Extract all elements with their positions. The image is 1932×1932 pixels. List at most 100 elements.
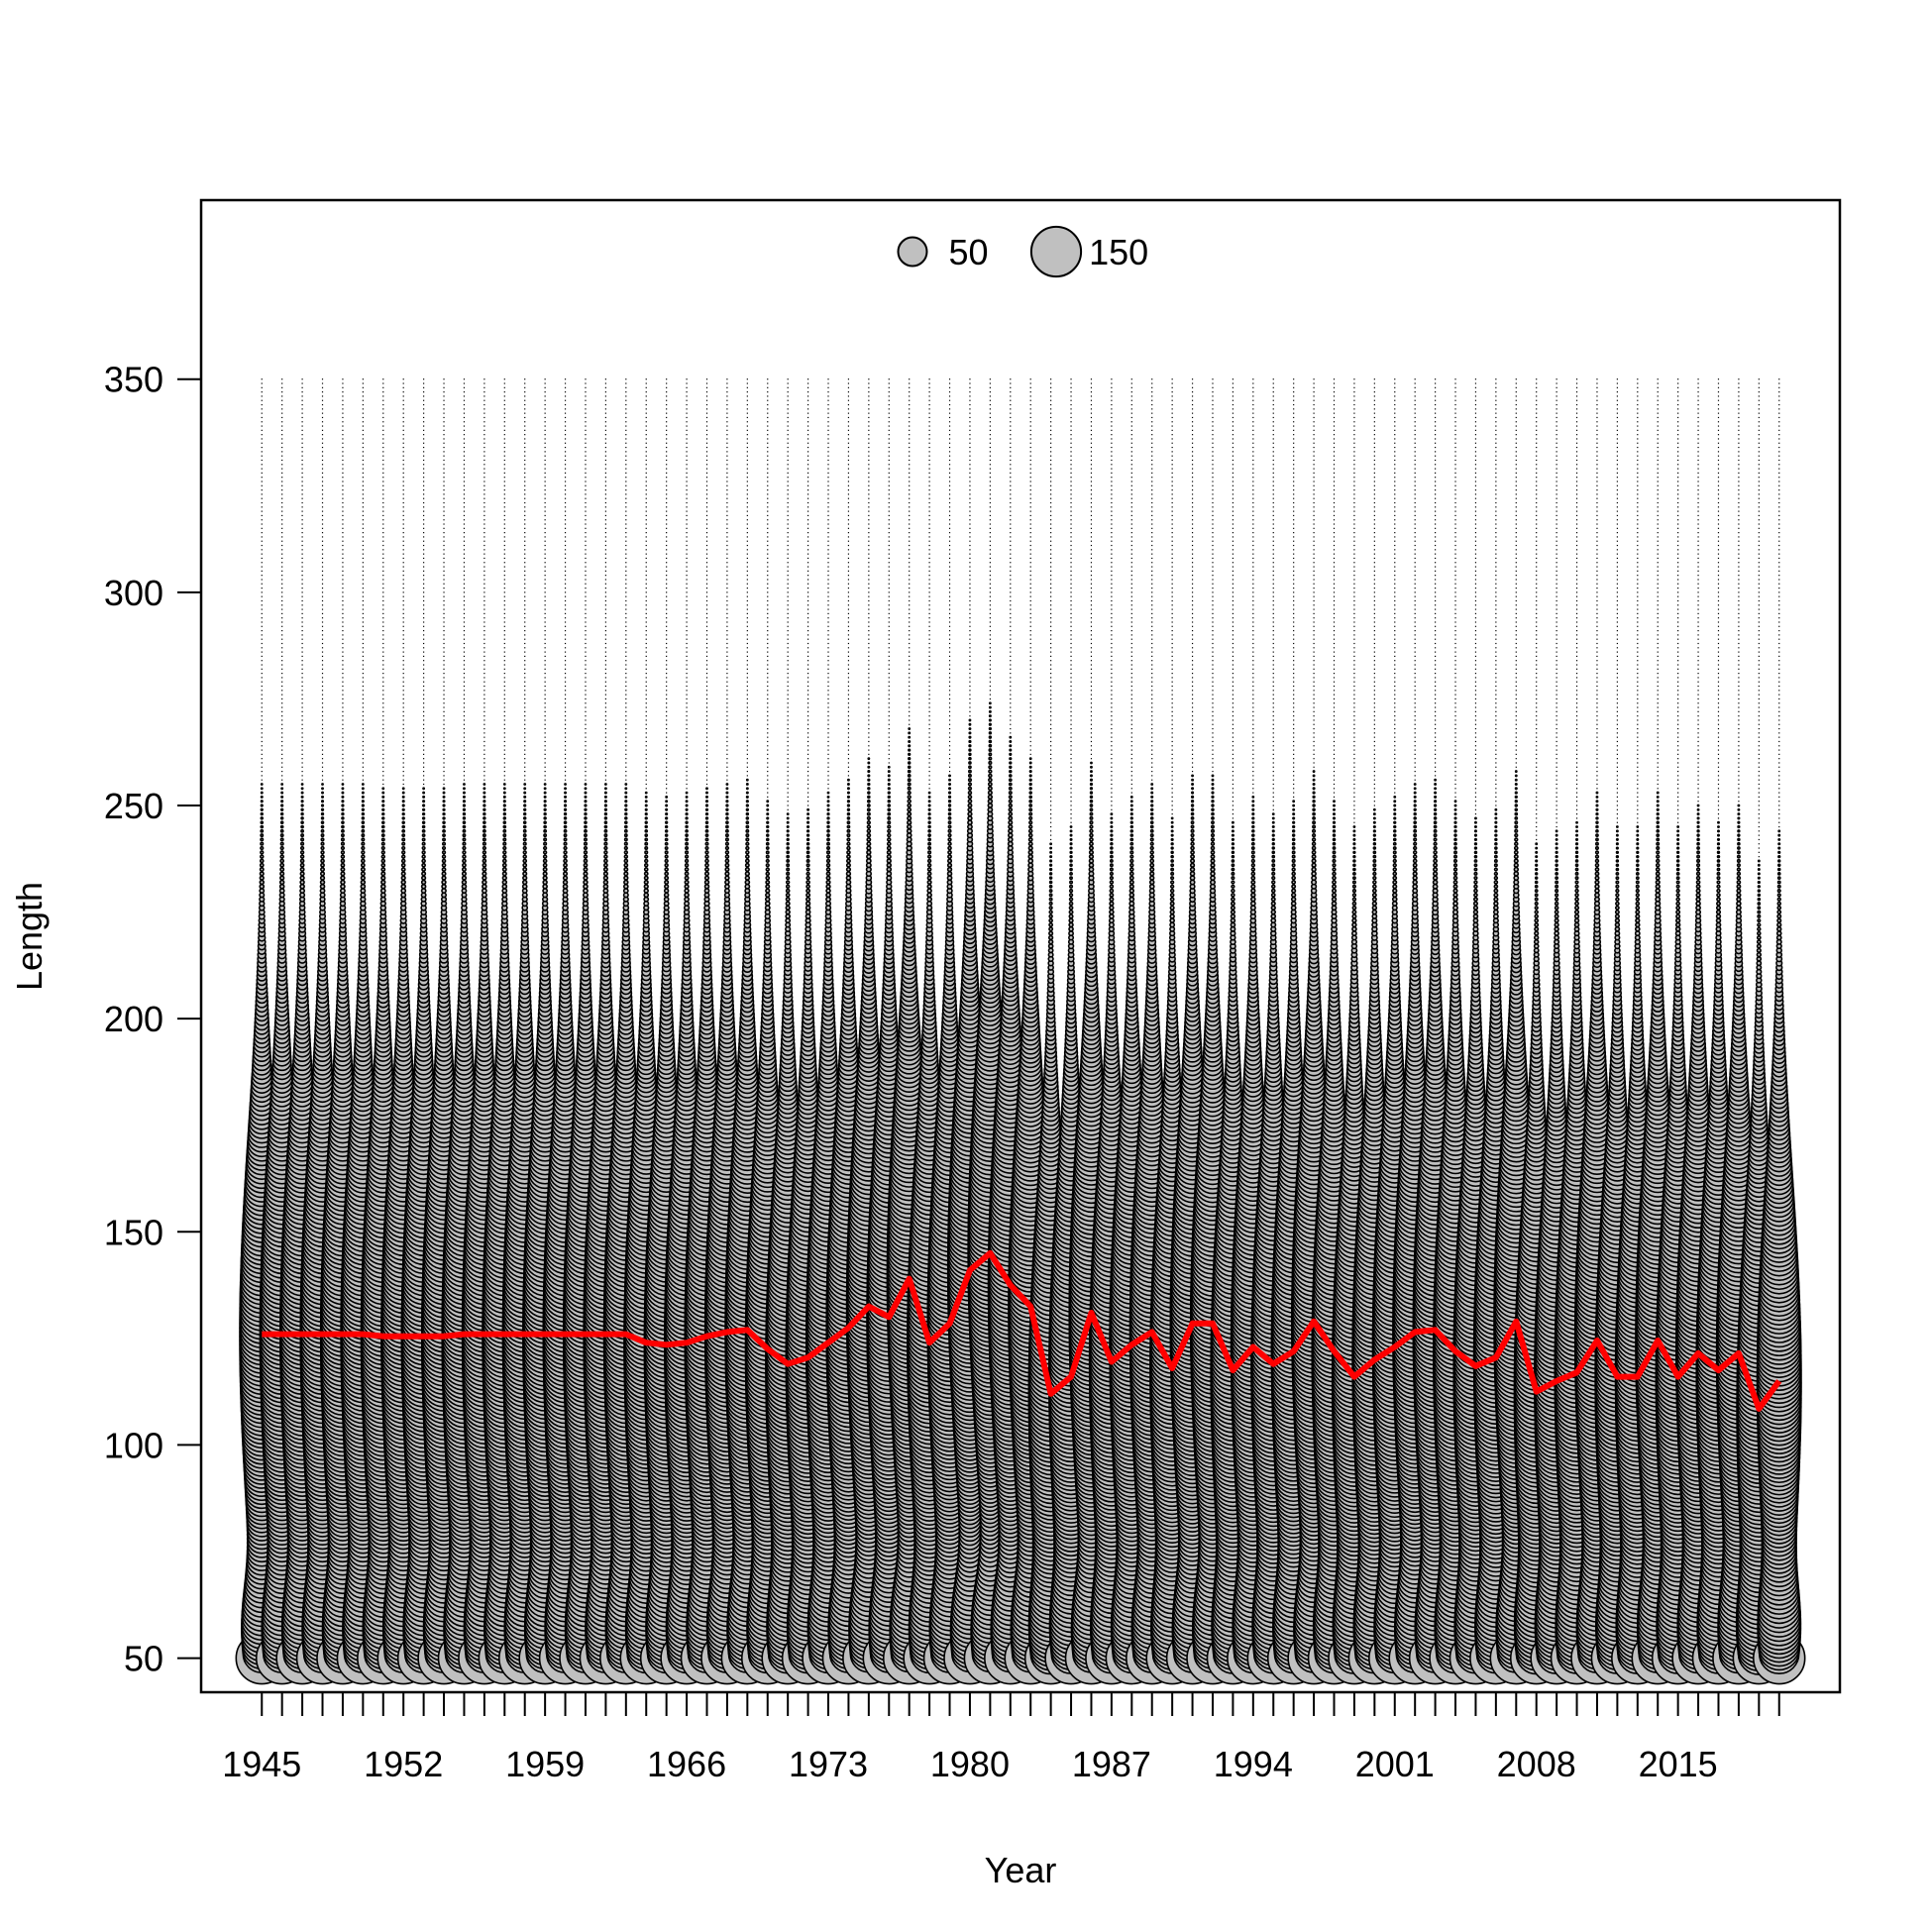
bubble-point: [522, 871, 528, 877]
bubble-point: [299, 875, 305, 881]
bubble-point: [483, 807, 486, 811]
bubble-point: [279, 850, 284, 855]
bubble-point: [279, 816, 284, 820]
bubble-point: [380, 841, 385, 846]
bubble-point: [542, 867, 548, 873]
bubble-point: [380, 875, 386, 881]
bubble-point: [361, 858, 366, 864]
bubble-point: [360, 871, 366, 877]
bubble-point: [442, 800, 446, 804]
bubble-point: [442, 841, 447, 846]
bubble-point: [401, 811, 405, 816]
bubble-point: [400, 875, 406, 881]
bubble-point: [299, 867, 305, 873]
bubble-point: [441, 854, 447, 859]
bubble-point: [380, 879, 386, 886]
bubble-point: [442, 811, 446, 816]
bubble-point: [300, 816, 304, 820]
bubble-point: [543, 816, 547, 820]
bubble-point: [341, 820, 345, 824]
bubble-point: [563, 833, 568, 838]
bubble-point: [340, 837, 345, 842]
bubble-point: [300, 807, 304, 811]
bubble-point: [442, 791, 446, 795]
bubble-point: [380, 867, 386, 872]
bubble-point: [299, 862, 305, 868]
bubble-point: [341, 783, 345, 786]
bubble-point: [379, 888, 386, 894]
bubble-point: [521, 883, 528, 890]
bubble-point: [300, 804, 304, 807]
bubble-point: [442, 816, 446, 820]
bubble-point: [441, 867, 447, 872]
bubble-point: [501, 871, 507, 877]
bubble-point: [381, 791, 385, 795]
bubble-point: [341, 828, 345, 833]
bubble-point: [361, 811, 366, 816]
bubble-point: [462, 791, 466, 795]
bubble-point: [501, 879, 508, 886]
bubble-point: [482, 883, 487, 890]
bubble-point: [523, 811, 527, 816]
bubble-point: [401, 845, 406, 851]
bubble-point: [563, 837, 568, 842]
bubble-point: [320, 862, 325, 868]
bubble-point: [502, 824, 507, 829]
bubble-point: [543, 800, 547, 804]
bubble-point: [381, 811, 385, 816]
bubble-point: [483, 800, 486, 804]
bubble-point: [482, 845, 487, 851]
bubble-point: [279, 837, 284, 842]
bubble-point: [381, 787, 385, 791]
bubble-point: [522, 845, 527, 851]
bubble-point: [320, 833, 325, 838]
bubble-point: [523, 787, 527, 791]
bubble-point: [361, 816, 366, 820]
bubble-point: [462, 862, 467, 868]
bubble-point: [380, 845, 385, 851]
bubble-point: [340, 862, 346, 868]
bubble-point: [380, 828, 385, 833]
bubble-point: [279, 867, 285, 873]
bubble-point: [381, 820, 385, 824]
bubble-point: [522, 875, 528, 881]
bubble-point: [260, 800, 264, 804]
bubble-point: [381, 800, 385, 804]
bubble-point: [523, 791, 527, 795]
bubble-point: [260, 833, 265, 838]
bubble-point: [522, 841, 527, 846]
bubble-point: [542, 879, 548, 886]
bubble-point: [380, 862, 386, 868]
bubble-point: [482, 862, 487, 868]
bubble-point: [401, 850, 406, 855]
bubble-point: [260, 795, 264, 799]
bubble-point: [260, 783, 264, 786]
bubble-point: [300, 820, 304, 824]
bubble-point: [482, 828, 486, 833]
bubble-point: [361, 804, 365, 807]
bubble-point: [279, 845, 284, 851]
bubble-point: [380, 871, 386, 877]
bubble-point: [542, 862, 548, 868]
bubble-point: [320, 828, 325, 833]
bubble-point: [361, 820, 366, 824]
bubble-point: [543, 791, 547, 795]
bubble-point: [421, 867, 427, 872]
bubble-point: [321, 783, 324, 786]
bubble-point: [280, 804, 284, 807]
bubble-point: [299, 845, 305, 851]
bubble-point: [340, 867, 346, 873]
bubble-point: [320, 841, 325, 846]
bubble-point: [401, 795, 405, 799]
bubble-point: [400, 871, 406, 877]
bubble-point: [462, 841, 467, 846]
bubble-point: [521, 879, 528, 886]
bubble-point: [563, 804, 568, 807]
bubble-point: [300, 828, 304, 833]
bubble-point: [522, 820, 527, 824]
bubble-point: [422, 791, 426, 795]
bubble-point: [259, 879, 265, 886]
bubble-point: [482, 833, 486, 838]
bubble-point: [563, 858, 568, 864]
bubble-point: [442, 787, 446, 791]
